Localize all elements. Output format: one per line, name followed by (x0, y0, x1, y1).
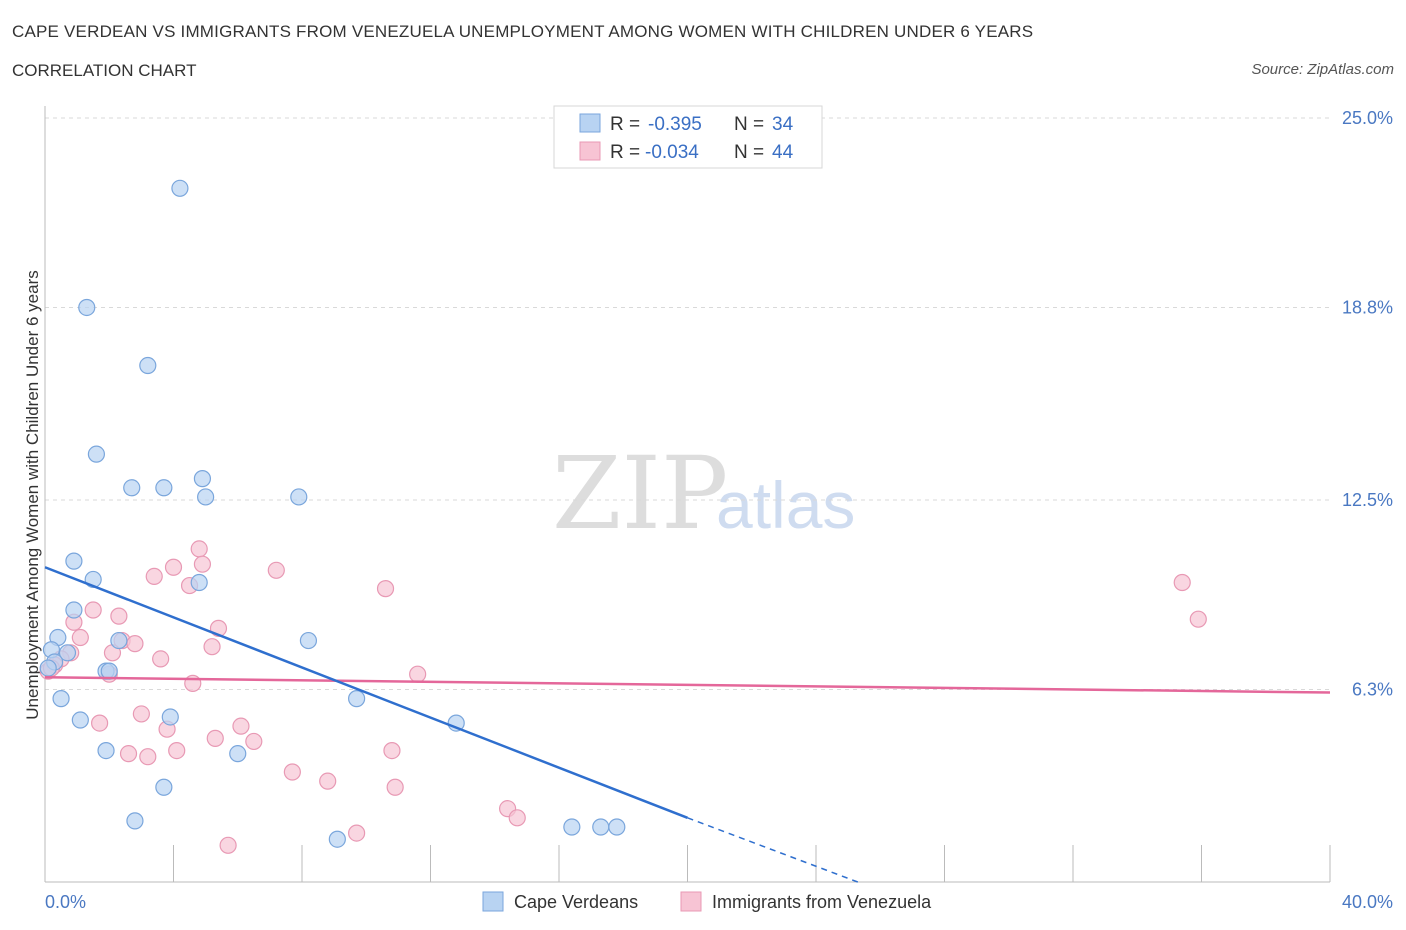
venezuela-point-2 (164, 558, 183, 576)
venezuela-point-0 (190, 540, 208, 558)
legend-n-label-pink: N = (734, 142, 764, 163)
y-axis-label: Unemployment Among Women with Children U… (23, 270, 42, 719)
venezuela-point-34 (139, 748, 157, 766)
y-tick-label-1: 12.5% (1342, 490, 1393, 510)
venezuela-point-29 (206, 729, 224, 747)
venezuela-point-11 (71, 628, 89, 647)
cape-verdean-point-27 (97, 741, 115, 760)
bottom-legend-swatch-cape-verdeans (482, 891, 504, 912)
watermark-zip: ZIP (552, 435, 728, 552)
venezuela-point-31 (383, 741, 401, 760)
venezuela-point-37 (386, 778, 404, 796)
venezuela-point-39 (508, 809, 526, 827)
cape-verdean-point-34 (608, 818, 626, 836)
y-tick-labels: 6.3% 12.5% 18.8% 25.0% (1342, 108, 1393, 699)
legend-r-value-blue: -0.395 (648, 114, 702, 135)
cape-verdean-point-2 (139, 356, 157, 375)
cape-verdean-point-4 (123, 479, 141, 497)
cape-verdean-point-33 (592, 818, 610, 836)
venezuela-point-40 (348, 824, 366, 842)
trend-lines (44, 566, 1331, 883)
cape-verdean-point-7 (197, 488, 215, 506)
cape-verdean-point-1 (78, 298, 96, 317)
venezuela-point-3 (267, 561, 285, 579)
venezuela-point-14 (203, 638, 221, 656)
venezuela-point-23 (409, 665, 427, 683)
x-tick-label-0: 0.0% (45, 892, 86, 912)
venezuela-point-33 (168, 741, 186, 760)
cape-verdean-point-22 (52, 690, 70, 708)
cape-verdean-point-14 (58, 644, 77, 662)
cape-verdean-point-23 (71, 711, 89, 729)
venezuela-point-26 (91, 714, 109, 732)
venezuela-point-32 (119, 745, 138, 763)
cape-verdean-point-17 (39, 659, 57, 677)
venezuela-point-35 (283, 763, 301, 781)
legend-r-label-blue: R = (610, 114, 640, 135)
venezuela-point-27 (232, 717, 250, 735)
legend-swatch-pink (579, 141, 601, 161)
cape-verdean-point-25 (348, 690, 366, 708)
cape-verdean-point-30 (126, 812, 144, 830)
venezuela-point-1 (193, 555, 212, 573)
venezuela-point-41 (219, 836, 237, 854)
y-tick-label-0: 6.3% (1352, 679, 1393, 699)
grid-lines (45, 117, 1330, 690)
venezuela-point-36 (319, 772, 337, 790)
cape-verdean-point-12 (65, 601, 83, 619)
venezuela-point-17 (152, 650, 170, 668)
bottom-legend-swatch-venezuela (680, 891, 702, 912)
axes (44, 106, 1331, 883)
legend-n-label-blue: N = (734, 114, 764, 135)
bottom-legend-label-cape-verdeans: Cape Verdeans (514, 892, 638, 912)
trend-line-cape-verdeans-extension (687, 817, 859, 883)
cape-verdean-point-6 (193, 470, 212, 488)
cape-verdean-point-5 (155, 479, 173, 497)
venezuela-point-25 (132, 705, 150, 723)
cape-verdean-point-29 (155, 778, 173, 796)
chart-title: CAPE VERDEAN VS IMMIGRANTS FROM VENEZUEL… (12, 22, 1034, 41)
legend-n-value-blue: 34 (772, 114, 794, 135)
top-legend: R = -0.395 N = 34 R = -0.034 N = 44 (553, 105, 823, 169)
cape-verdean-point-19 (299, 631, 318, 650)
trend-line-cape-verdeans (44, 566, 688, 819)
cape-verdean-point-8 (290, 488, 308, 506)
venezuela-point-9 (110, 607, 128, 625)
trend-line-venezuela (44, 675, 1331, 694)
watermark-atlas: atlas (716, 468, 855, 542)
venezuela-point-7 (84, 601, 102, 619)
bottom-legend-label-venezuela: Immigrants from Venezuela (712, 892, 932, 912)
cape-verdean-point-32 (563, 818, 581, 836)
y-tick-label-2: 18.8% (1342, 297, 1393, 317)
series-venezuela-points (39, 540, 1207, 854)
cape-verdean-point-28 (229, 745, 247, 763)
cape-verdean-point-11 (190, 573, 208, 592)
venezuela-point-30 (245, 732, 263, 751)
bottom-legend: Cape Verdeans Immigrants from Venezuela (482, 891, 932, 912)
cape-verdean-point-18 (110, 631, 128, 650)
x-tick-labels: 0.0% 40.0% (45, 892, 1393, 912)
venezuela-point-6 (376, 580, 395, 598)
cape-verdean-point-31 (328, 830, 346, 848)
venezuela-point-13 (126, 635, 144, 653)
cape-verdean-point-9 (65, 552, 83, 570)
cape-verdean-point-3 (87, 445, 106, 463)
legend-swatch-blue (579, 113, 601, 133)
chart-subtitle: CORRELATION CHART (12, 61, 197, 80)
venezuela-point-43 (1189, 610, 1207, 628)
venezuela-point-42 (1173, 573, 1191, 592)
legend-r-label-pink: R = (610, 142, 640, 163)
source-credit: Source: ZipAtlas.com (1251, 61, 1394, 78)
venezuela-point-4 (145, 567, 163, 586)
watermark: ZIP atlas (552, 435, 855, 552)
legend-r-value-pink: -0.034 (645, 142, 699, 163)
x-tick-label-1: 40.0% (1342, 892, 1393, 912)
y-tick-label-3: 25.0% (1342, 108, 1393, 128)
cape-verdean-point-0 (171, 179, 189, 197)
cape-verdean-point-24 (161, 708, 179, 726)
series-cape-verdeans-points (39, 179, 626, 848)
legend-n-value-pink: 44 (772, 142, 794, 163)
